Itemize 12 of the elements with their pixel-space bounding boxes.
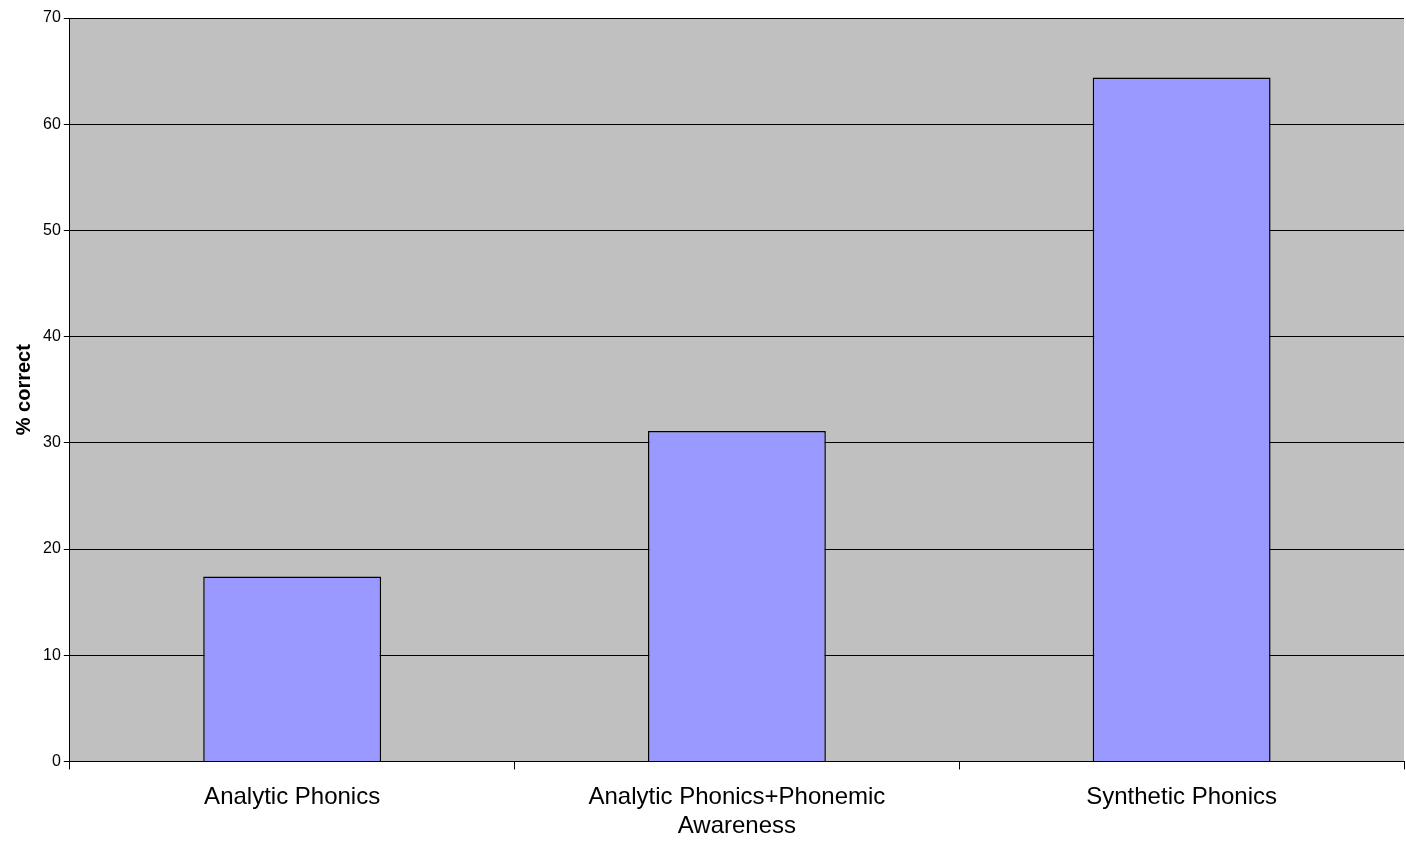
- x-tick-label: Synthetic Phonics: [1086, 782, 1278, 810]
- x-tick-label: Analytic Phonics+Phonemic Awareness: [588, 782, 886, 839]
- x-tick-label: Analytic Phonics: [204, 782, 381, 810]
- y-tick-label: 70: [43, 8, 61, 26]
- y-tick-label: 60: [43, 114, 61, 132]
- y-tick-label: 30: [43, 433, 61, 451]
- y-tick-label: 10: [43, 645, 61, 663]
- y-tick-label: 40: [43, 327, 61, 345]
- y-tick-label: 0: [51, 751, 61, 769]
- y-tick-label: 50: [43, 220, 61, 238]
- y-tick-label: 20: [43, 539, 61, 557]
- y-axis-title: % correct: [11, 343, 34, 436]
